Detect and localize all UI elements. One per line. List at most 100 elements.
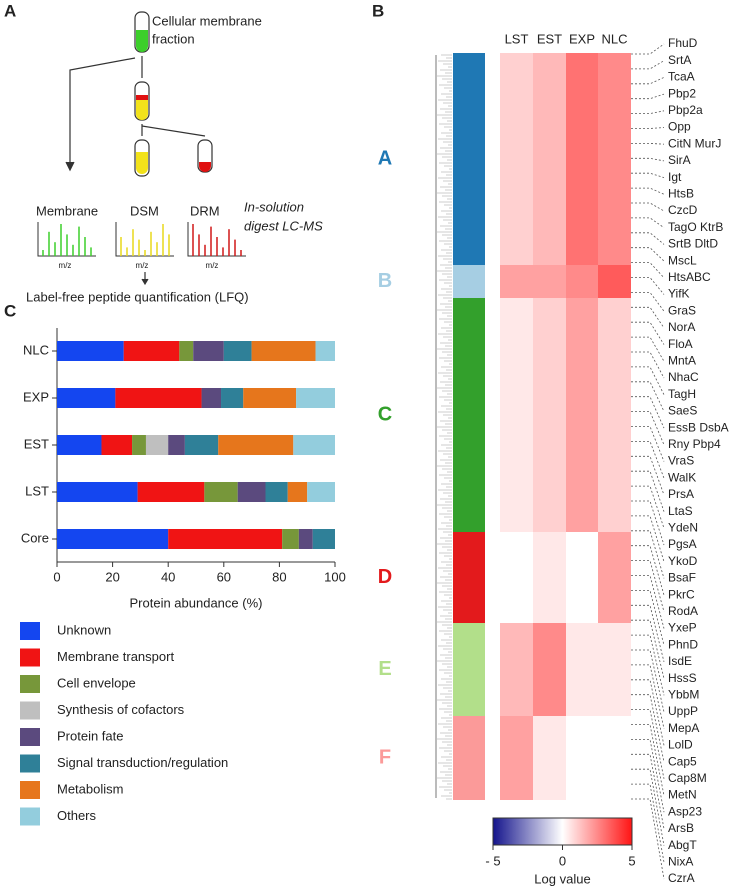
spectra bbox=[37, 222, 246, 257]
method-label: In-solution bbox=[244, 199, 304, 214]
gene-label: MntA bbox=[668, 353, 696, 367]
heatmap-cell bbox=[500, 623, 533, 716]
gene-leader bbox=[631, 515, 665, 562]
cluster-bar bbox=[453, 53, 485, 265]
heatmap-cell bbox=[500, 532, 533, 623]
gene-leader bbox=[631, 441, 665, 479]
gene-leader bbox=[631, 262, 665, 279]
gene-label: PkrC bbox=[668, 587, 695, 601]
cluster-label: C bbox=[378, 403, 392, 425]
heatmap-cell bbox=[500, 265, 533, 298]
legend-swatch bbox=[20, 728, 40, 746]
gene-label: YifK bbox=[668, 287, 690, 301]
bar-segment bbox=[179, 341, 194, 361]
heatmap-cell bbox=[598, 623, 631, 716]
method-label: digest LC-MS bbox=[244, 218, 323, 233]
gene-label: YbbM bbox=[668, 687, 699, 701]
bar-segment bbox=[57, 388, 116, 408]
gene-leader bbox=[631, 530, 665, 579]
heatmap-cell bbox=[533, 623, 566, 716]
gene-leader bbox=[631, 143, 665, 145]
gene-leader bbox=[631, 783, 665, 863]
bar-segment bbox=[115, 388, 202, 408]
legend-label: Membrane transport bbox=[57, 649, 174, 664]
gene-label: LtaS bbox=[668, 504, 693, 518]
gene-label: NixA bbox=[668, 854, 693, 868]
gene-leader bbox=[631, 366, 665, 395]
gene-label: MscL bbox=[668, 253, 697, 267]
gene-leader bbox=[631, 560, 665, 612]
gene-leader bbox=[631, 277, 665, 295]
heatmap-cell bbox=[566, 716, 598, 800]
bar-segment bbox=[223, 341, 252, 361]
colorbar-tick-label: 0 bbox=[559, 853, 566, 868]
gene-leader bbox=[631, 60, 665, 70]
gene-label: NhaC bbox=[668, 370, 699, 384]
gene-leader bbox=[631, 604, 665, 662]
heatmap-cell bbox=[598, 53, 631, 265]
bar-segment bbox=[137, 482, 205, 502]
y-tick-label: NLC bbox=[23, 342, 49, 357]
gene-label: BsaF bbox=[668, 571, 696, 585]
gene-leader bbox=[631, 306, 665, 329]
gene-label: GraS bbox=[668, 303, 696, 317]
gene-label: LolD bbox=[668, 738, 693, 752]
gene-leader bbox=[631, 590, 665, 646]
gene-label: Rny Pbp4 bbox=[668, 437, 721, 451]
gene-label: Pbp2 bbox=[668, 86, 696, 100]
heatmap-cell bbox=[500, 298, 533, 532]
y-tick-label: LST bbox=[25, 483, 49, 498]
x-tick-label: 100 bbox=[324, 569, 346, 584]
gene-label: MepA bbox=[668, 721, 699, 735]
bar-segment bbox=[201, 388, 222, 408]
quantification-label: Label-free peptide quantification (LFQ) bbox=[26, 289, 249, 304]
heatmap-cell bbox=[533, 265, 566, 298]
heatmap-cell bbox=[566, 532, 598, 623]
bar-segment bbox=[293, 435, 335, 455]
legend-swatch bbox=[20, 648, 40, 667]
gene-label: TagO KtrB bbox=[668, 220, 723, 234]
gene-label: YxeP bbox=[668, 621, 697, 635]
bar-segment bbox=[132, 435, 146, 455]
gene-leader bbox=[631, 500, 665, 546]
heatmap-cell bbox=[500, 53, 533, 265]
legend-label: Unknown bbox=[57, 622, 111, 637]
legend-label: Protein fate bbox=[57, 728, 124, 743]
cluster-label: F bbox=[379, 746, 391, 768]
cluster-label: D bbox=[378, 566, 392, 588]
gene-leader bbox=[631, 709, 665, 779]
gene-leader bbox=[631, 321, 665, 345]
bar-segment bbox=[312, 529, 335, 549]
gene-label: PhnD bbox=[668, 637, 698, 651]
column-label: LST bbox=[505, 31, 529, 46]
colorbar-tick-label: - 5 bbox=[485, 853, 500, 868]
bar-segment bbox=[168, 435, 185, 455]
gene-label: Cap5 bbox=[668, 754, 697, 768]
gene-leader bbox=[631, 381, 665, 412]
gene-label: AbgT bbox=[668, 838, 697, 852]
gene-leader bbox=[631, 187, 665, 195]
bar-segment bbox=[282, 529, 299, 549]
source-label: Cellular membrane bbox=[152, 13, 262, 28]
gene-label: HssS bbox=[668, 671, 697, 685]
panel-letter: A bbox=[4, 1, 16, 20]
bar-segment bbox=[296, 388, 335, 408]
gene-label: Igt bbox=[668, 170, 682, 184]
gene-label: SaeS bbox=[668, 404, 697, 418]
gene-leader bbox=[631, 172, 665, 178]
gene-leader bbox=[631, 232, 665, 245]
x-tick-label: 0 bbox=[53, 569, 60, 584]
gene-label: Pbp2a bbox=[668, 103, 703, 117]
gene-label: HtsABC bbox=[668, 270, 711, 284]
heatmap-cell bbox=[566, 53, 598, 265]
cluster-bar bbox=[453, 532, 485, 623]
legend-label: Others bbox=[57, 808, 97, 823]
bar-segment bbox=[123, 341, 180, 361]
gene-leader bbox=[631, 157, 665, 162]
bar-segment bbox=[168, 529, 283, 549]
cluster-label: A bbox=[378, 147, 392, 169]
gene-leader bbox=[631, 679, 665, 746]
spectrum-axis bbox=[187, 222, 246, 257]
gene-label: RodA bbox=[668, 604, 698, 618]
gene-leader bbox=[631, 110, 665, 114]
